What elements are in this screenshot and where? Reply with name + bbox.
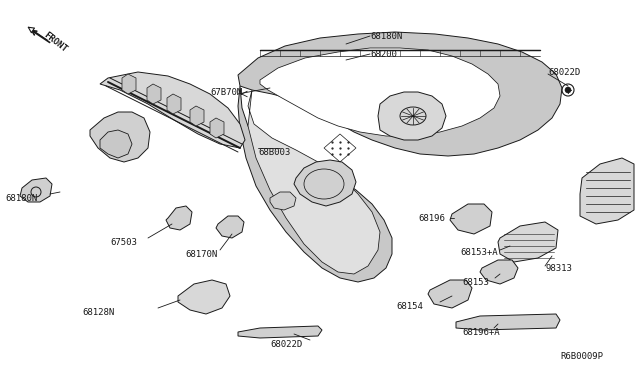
Polygon shape [238,86,392,282]
Polygon shape [248,90,380,274]
Polygon shape [294,160,356,206]
Polygon shape [100,72,245,148]
Polygon shape [580,158,634,224]
Polygon shape [167,94,181,114]
Text: R6B0009P: R6B0009P [560,352,603,361]
Text: FRONT: FRONT [42,31,68,54]
Text: 68180N: 68180N [370,32,403,41]
Text: 68170N: 68170N [185,250,217,259]
Text: 68153: 68153 [462,278,489,287]
Circle shape [565,87,571,93]
Text: 67B70M: 67B70M [210,88,243,97]
Polygon shape [178,280,230,314]
Polygon shape [260,48,500,136]
Polygon shape [210,118,224,138]
Text: 68180N: 68180N [5,194,37,203]
Text: 68196+A: 68196+A [462,328,500,337]
Text: 68128N: 68128N [82,308,115,317]
Polygon shape [428,280,472,308]
Text: 98313: 98313 [545,264,572,273]
Polygon shape [90,112,150,162]
Text: 68200: 68200 [370,50,397,59]
Polygon shape [216,216,244,238]
Polygon shape [498,222,558,262]
Polygon shape [450,204,492,234]
Text: 68022D: 68022D [270,340,302,349]
Polygon shape [238,32,562,156]
Polygon shape [122,74,136,94]
Polygon shape [147,84,161,104]
Polygon shape [190,106,204,126]
Polygon shape [480,260,518,284]
Text: 67503: 67503 [110,238,137,247]
Polygon shape [100,130,132,158]
Polygon shape [166,206,192,230]
Text: 68022D: 68022D [548,68,580,77]
Polygon shape [378,92,446,140]
Text: 68153+A: 68153+A [460,248,498,257]
Polygon shape [270,192,296,210]
Polygon shape [238,326,322,338]
Text: 68B003: 68B003 [258,148,291,157]
Polygon shape [456,314,560,330]
Text: 68154: 68154 [396,302,423,311]
Polygon shape [20,178,52,202]
Text: 68196: 68196 [418,214,445,223]
